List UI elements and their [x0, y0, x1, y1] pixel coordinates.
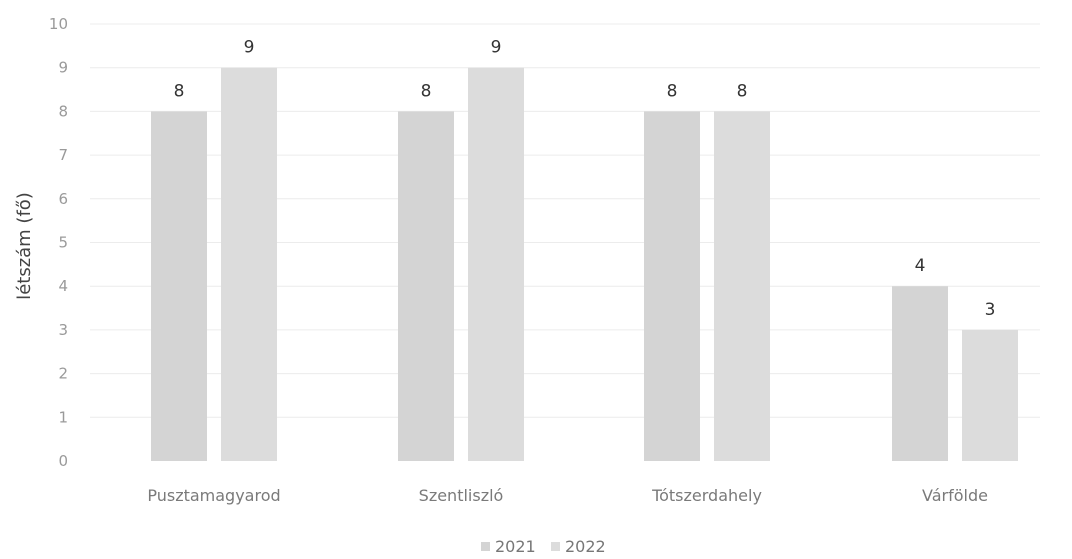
- y-tick-label: 6: [58, 190, 68, 208]
- y-tick-label: 0: [58, 452, 68, 470]
- data-label: 4: [915, 256, 926, 276]
- y-tick-label: 8: [58, 102, 68, 120]
- y-tick-label: 9: [58, 59, 68, 77]
- data-label: 8: [421, 81, 432, 101]
- bar: [151, 111, 207, 462]
- bar: [221, 67, 277, 461]
- y-tick-label: 10: [49, 15, 68, 33]
- legend: 2021 2022: [481, 537, 606, 556]
- x-category-label: Szentliszló: [419, 486, 504, 505]
- x-category-label: Tótszerdahely: [651, 486, 762, 505]
- y-tick-label: 2: [58, 365, 68, 383]
- y-tick-label: 3: [58, 321, 68, 339]
- bar: [962, 329, 1018, 461]
- y-axis-ticks: 0 1 2 3 4 5 6 7 8 9 10: [49, 15, 68, 470]
- data-label: 8: [737, 81, 748, 101]
- bar: [892, 286, 948, 461]
- data-label: 8: [174, 81, 185, 101]
- data-label: 3: [985, 300, 996, 320]
- data-label: 8: [667, 81, 678, 101]
- y-tick-label: 4: [58, 277, 68, 295]
- bar: [714, 111, 770, 462]
- y-axis-label: létszám (fő): [14, 192, 35, 300]
- legend-label: 2022: [565, 537, 606, 556]
- x-axis-categories: Pusztamagyarod Szentliszló Tótszerdahely Vá…: [147, 486, 988, 505]
- x-category-label: Várfölde: [922, 486, 988, 505]
- y-tick-label: 7: [58, 146, 68, 164]
- legend-label: 2021: [495, 537, 536, 556]
- bars: [151, 67, 1018, 462]
- bar: [644, 111, 700, 462]
- bar: [398, 111, 454, 462]
- bar: [468, 67, 524, 461]
- y-tick-label: 5: [58, 234, 68, 252]
- x-category-label: Pusztamagyarod: [147, 486, 280, 505]
- data-labels: 8 9 8 9 8 8 4 3: [174, 38, 996, 320]
- legend-swatch: [481, 542, 490, 551]
- data-label: 9: [244, 38, 255, 58]
- y-tick-label: 1: [58, 408, 68, 426]
- legend-swatch: [551, 542, 560, 551]
- data-label: 9: [491, 38, 502, 58]
